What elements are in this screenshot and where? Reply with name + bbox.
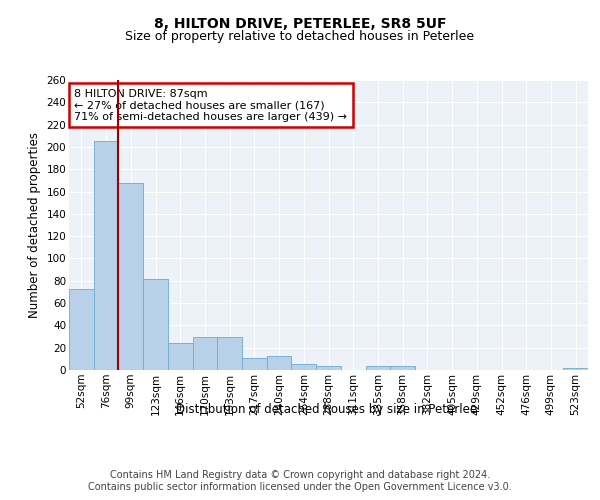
Text: Size of property relative to detached houses in Peterlee: Size of property relative to detached ho… bbox=[125, 30, 475, 43]
Text: Contains HM Land Registry data © Crown copyright and database right 2024.
Contai: Contains HM Land Registry data © Crown c… bbox=[88, 470, 512, 492]
Bar bbox=[69, 288, 94, 370]
Bar bbox=[168, 343, 193, 370]
Bar bbox=[563, 368, 588, 370]
Bar bbox=[242, 358, 267, 370]
Bar bbox=[118, 182, 143, 370]
Bar bbox=[316, 366, 341, 370]
Bar bbox=[193, 336, 217, 370]
Y-axis label: Number of detached properties: Number of detached properties bbox=[28, 132, 41, 318]
Text: 8, HILTON DRIVE, PETERLEE, SR8 5UF: 8, HILTON DRIVE, PETERLEE, SR8 5UF bbox=[154, 18, 446, 32]
Bar bbox=[217, 336, 242, 370]
Bar bbox=[365, 366, 390, 370]
Text: Distribution of detached houses by size in Peterlee: Distribution of detached houses by size … bbox=[176, 402, 478, 415]
Bar bbox=[267, 356, 292, 370]
Bar bbox=[143, 278, 168, 370]
Bar bbox=[292, 364, 316, 370]
Bar bbox=[390, 366, 415, 370]
Bar bbox=[94, 142, 118, 370]
Text: 8 HILTON DRIVE: 87sqm
← 27% of detached houses are smaller (167)
71% of semi-det: 8 HILTON DRIVE: 87sqm ← 27% of detached … bbox=[74, 88, 347, 122]
